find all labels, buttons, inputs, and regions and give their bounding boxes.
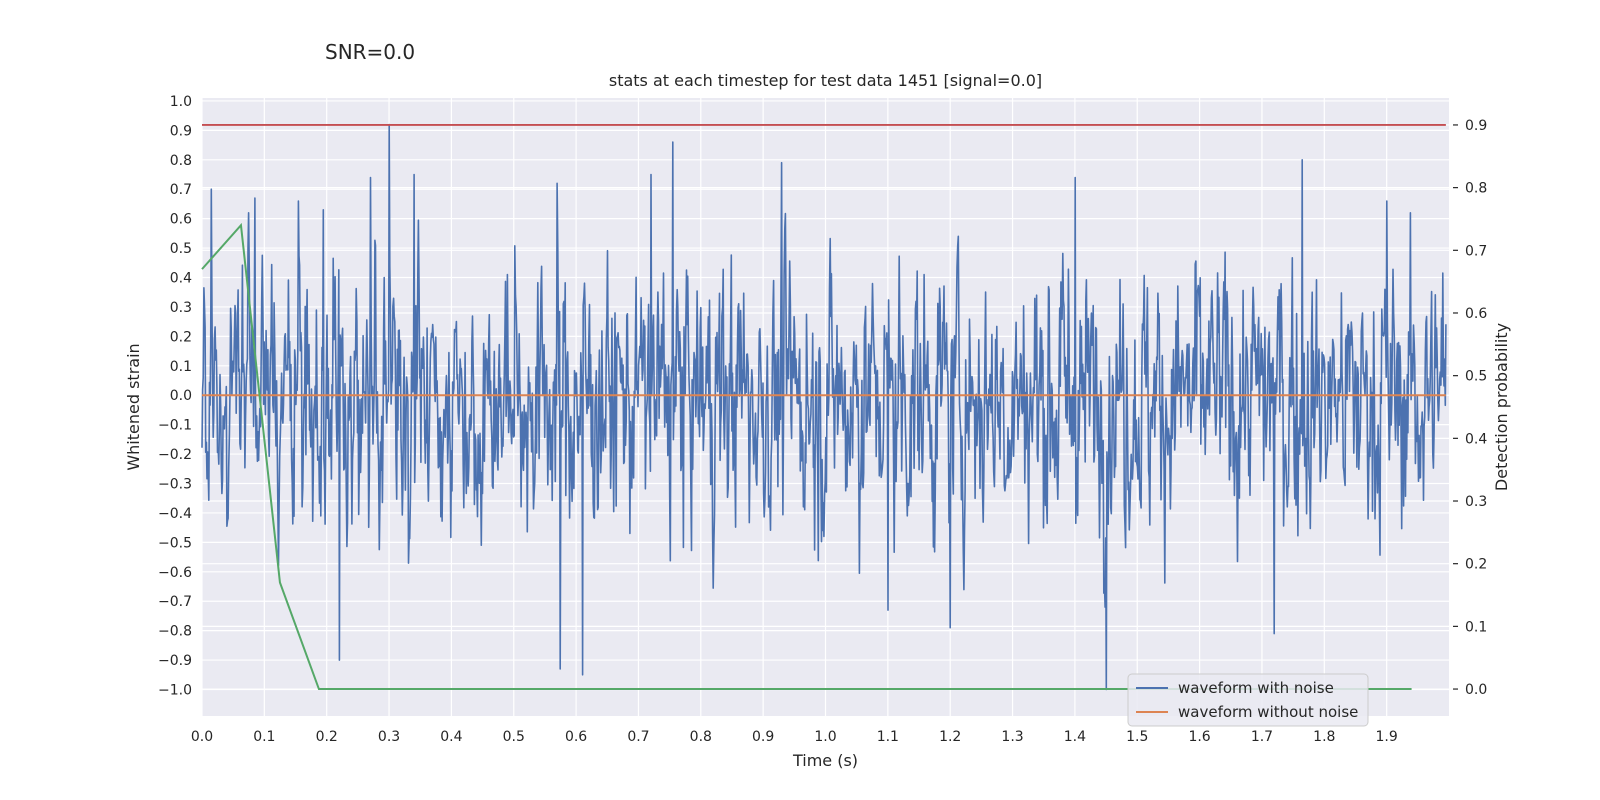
x-tick-label: 1.8 (1313, 729, 1335, 745)
x-axis-label: Time (s) (792, 751, 858, 770)
y-tick-label: −0.8 (158, 624, 192, 640)
x-tick-label: 0.9 (752, 729, 774, 745)
grid-lines (201, 98, 1449, 716)
y-axis-left: 1.0 0.9 0.8 0.7 0.6 0.5 0.4 0.3 0.2 0.1 0.0 −0.1 −0.… (158, 94, 192, 699)
legend-box (1127, 673, 1369, 727)
y2-tick-label: 0.2 (1465, 557, 1487, 573)
y-axis-label: Whitened strain (124, 343, 143, 470)
y2-tick-label: 0.4 (1465, 431, 1487, 447)
x-axis: 0.0 0.1 0.2 0.3 0.4 0.5 0.6 0.7 0.8 0.9 1.0 1.1 1.2 1… (191, 729, 1398, 745)
y2-tick-label: 0.1 (1465, 619, 1487, 635)
y-tick-label: 0.3 (170, 300, 192, 316)
x-tick-label: 0.1 (253, 729, 275, 745)
x-tick-label: 0.0 (191, 729, 213, 745)
y-tick-label: −0.4 (158, 506, 192, 522)
y-tick-label: 0.5 (170, 241, 192, 257)
noisy-waveform-line (201, 123, 1447, 691)
x-tick-label: 1.7 (1251, 729, 1273, 745)
y-tick-label: −0.7 (158, 594, 192, 610)
x-tick-label: 0.7 (627, 729, 649, 745)
y-tick-label: −0.5 (158, 535, 192, 551)
y2-tick-label: 0.6 (1465, 306, 1487, 322)
y-tick-label: 0.4 (170, 271, 192, 287)
x-tick-label: 1.6 (1188, 729, 1210, 745)
y-tick-label: −0.9 (158, 653, 192, 669)
y-tick-label: 0.1 (170, 359, 192, 375)
x-tick-label: 0.6 (565, 729, 587, 745)
y-axis-right: 0.9 0.8 0.7 0.6 0.5 0.4 0.3 0.2 0.1 0.0 (1453, 118, 1487, 698)
legend-label: waveform without noise (1178, 703, 1358, 721)
plot-marks (201, 123, 1447, 691)
legend-label: waveform with noise (1178, 679, 1334, 697)
y-tick-label: −0.1 (158, 418, 192, 434)
x-tick-label: 0.2 (316, 729, 338, 745)
x-tick-label: 1.2 (939, 729, 961, 745)
x-tick-label: 0.5 (503, 729, 525, 745)
y-tick-label: 0.9 (170, 123, 192, 139)
y-tick-label: 0.0 (170, 388, 192, 404)
x-tick-label: 1.1 (877, 729, 899, 745)
detection-probability-line (201, 222, 1412, 691)
legend: waveform with noise waveform without nois… (1127, 673, 1369, 727)
x-tick-label: 1.4 (1064, 729, 1086, 745)
y2-axis-label: Detection probability (1492, 323, 1511, 491)
chart-title: stats at each timestep for test data 145… (609, 71, 1042, 90)
x-tick-label: 0.8 (690, 729, 712, 745)
x-tick-label: 0.4 (440, 729, 462, 745)
x-tick-label: 1.5 (1126, 729, 1148, 745)
y-tick-label: −0.3 (158, 477, 192, 493)
y-tick-label: 0.7 (170, 182, 192, 198)
x-tick-label: 1.9 (1376, 729, 1398, 745)
x-tick-label: 1.0 (814, 729, 836, 745)
y2-tick-label: 0.5 (1465, 369, 1487, 385)
y2-tick-label: 0.7 (1465, 243, 1487, 259)
y2-tick-label: 0.3 (1465, 494, 1487, 510)
figure-suptitle: SNR=0.0 (325, 40, 416, 64)
y-tick-label: −1.0 (158, 683, 192, 699)
y-tick-label: −0.2 (158, 447, 192, 463)
y2-tick-label: 0.0 (1465, 682, 1487, 698)
y-tick-label: 1.0 (170, 94, 192, 110)
y-tick-label: −0.6 (158, 565, 192, 581)
y-tick-label: 0.6 (170, 212, 192, 228)
y2-tick-label: 0.8 (1465, 181, 1487, 197)
y2-tick-label: 0.9 (1465, 118, 1487, 134)
x-tick-label: 0.3 (378, 729, 400, 745)
y-tick-label: 0.2 (170, 329, 192, 345)
y-tick-label: 0.8 (170, 153, 192, 169)
x-tick-label: 1.3 (1001, 729, 1023, 745)
